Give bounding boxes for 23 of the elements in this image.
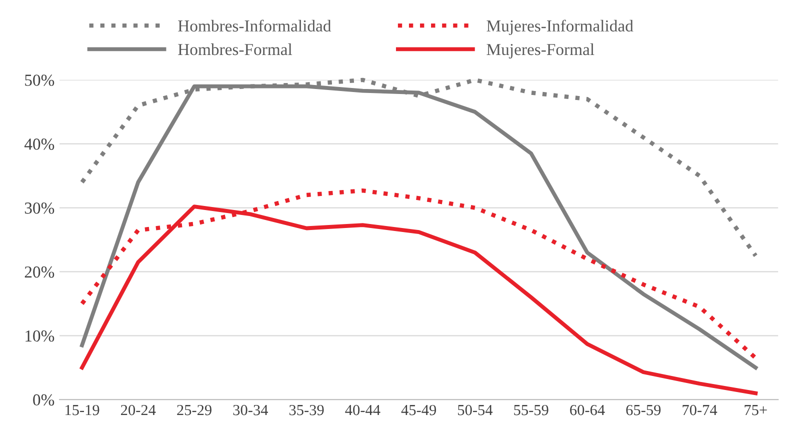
- legend-label: Hombres-Formal: [178, 43, 292, 56]
- x-tick-label: 65-59: [626, 404, 661, 416]
- y-tick-label: 50%: [25, 74, 54, 86]
- y-tick-label: 0%: [33, 394, 54, 406]
- x-tick-label: 15-19: [66, 404, 100, 416]
- x-tick-label: 75+: [744, 405, 767, 416]
- x-tick-label: 20-24: [120, 404, 156, 416]
- y-tick-label: 10%: [26, 330, 54, 342]
- x-tick-label: 25-29: [177, 404, 212, 416]
- y-tick-label: 20%: [24, 266, 54, 278]
- y-tick-label: 30%: [24, 202, 54, 214]
- x-tick-label: 60-64: [570, 404, 605, 416]
- x-tick-label: 55-59: [514, 404, 548, 416]
- legend-label: Mujeres-Formal: [486, 43, 594, 59]
- legend-label: Mujeres-Informalidad: [486, 20, 634, 35]
- x-tick-label: 45-49: [401, 404, 436, 416]
- x-tick-label: 70-74: [682, 404, 718, 416]
- x-tick-label: 40-44: [345, 404, 380, 416]
- x-tick-label: 30-34: [233, 404, 268, 416]
- x-tick-label: 50-54: [458, 404, 493, 416]
- y-tick-label: 40%: [24, 138, 54, 150]
- legend-label: Hombres-Informalidad: [178, 20, 332, 32]
- x-tick-label: 35-39: [289, 404, 324, 416]
